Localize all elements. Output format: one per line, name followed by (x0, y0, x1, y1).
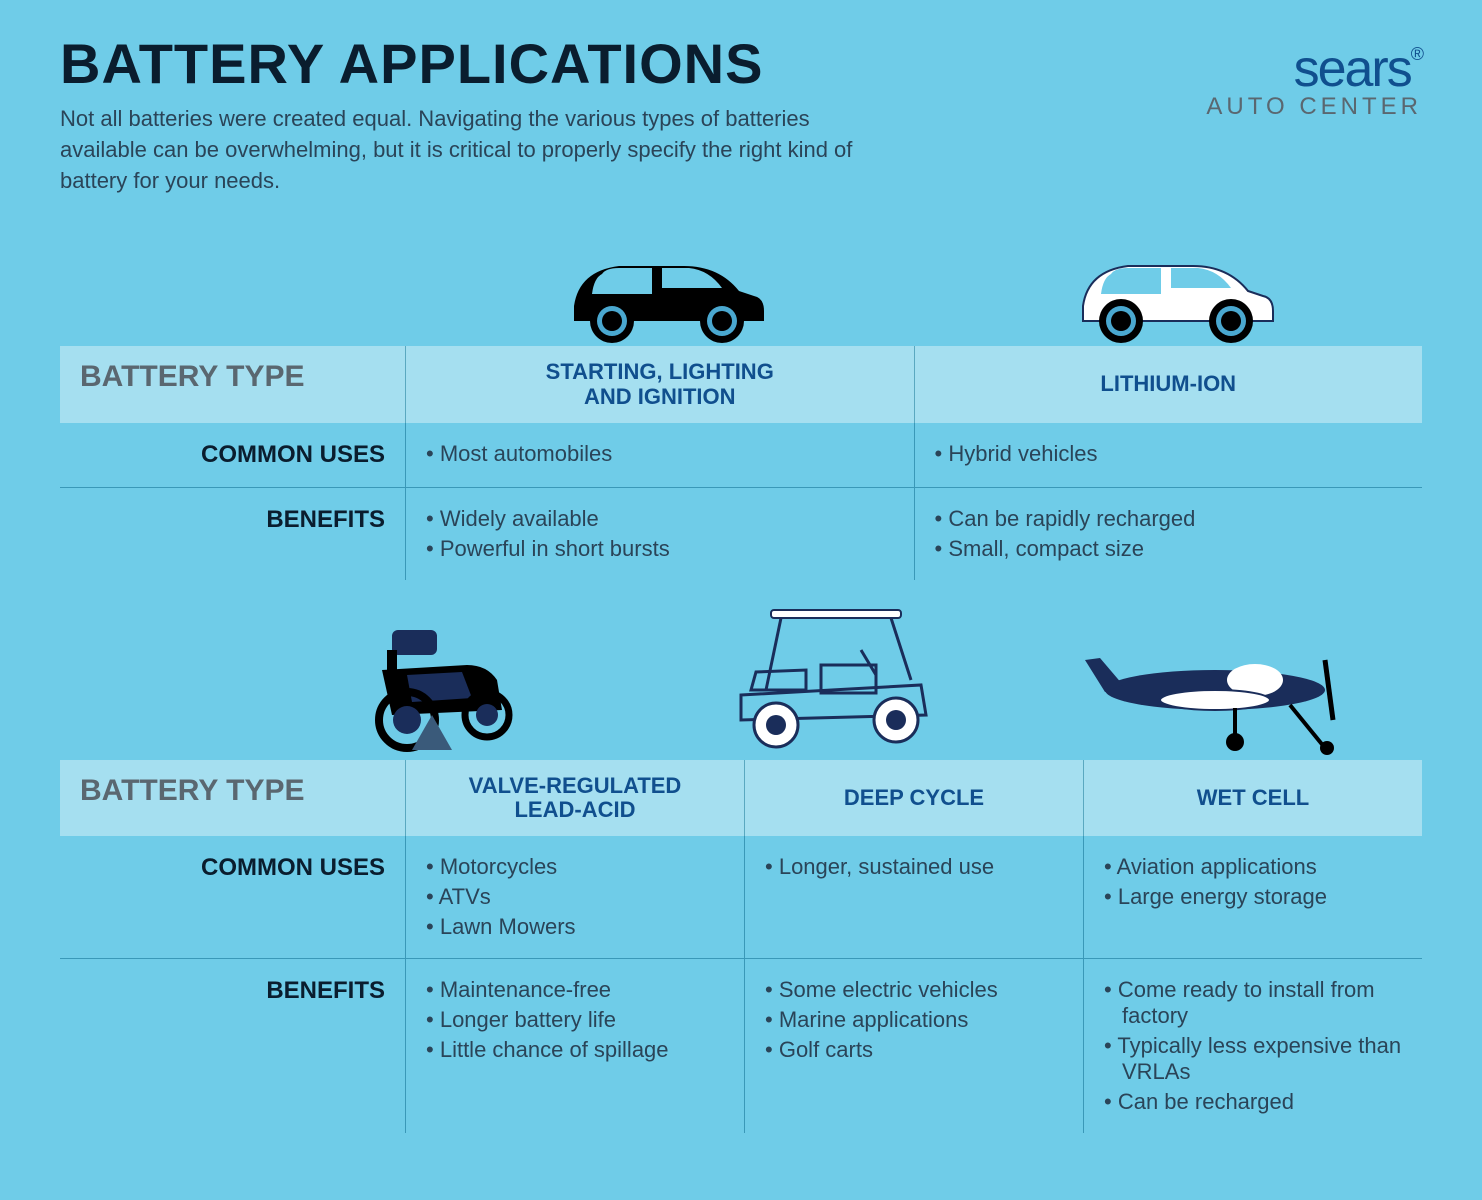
logo-sub: AUTO CENTER (1206, 93, 1422, 121)
benefits-wet-cell: Come ready to install from factoryTypica… (1083, 959, 1422, 1133)
header-left: BATTERY APPLICATIONS Not all batteries w… (60, 36, 880, 196)
uses-row-2: COMMON USES Motorcycles ATVs Lawn Mowers L… (60, 836, 1422, 959)
common-uses-label: COMMON USES (60, 423, 405, 487)
mower-icon (240, 610, 634, 760)
page-subtitle: Not all batteries were created equal. Na… (60, 104, 880, 196)
type-wet-cell: WET CELL (1083, 760, 1422, 836)
list-item: Maintenance-free (426, 977, 724, 1003)
section-1-table: BATTERY TYPE STARTING, LIGHTING AND IGNI… (60, 346, 1422, 579)
illustrations-row-1 (60, 226, 1422, 346)
list-item: Golf carts (765, 1037, 1063, 1063)
uses-vrla: Motorcycles ATVs Lawn Mowers (405, 836, 744, 958)
list-item: ATVs (426, 884, 724, 910)
brand-logo: sears® AUTO CENTER (1206, 36, 1422, 121)
type-row-1: BATTERY TYPE STARTING, LIGHTING AND IGNI… (60, 346, 1422, 422)
list-item: Motorcycles (426, 854, 724, 880)
list-item: Lawn Mowers (426, 914, 724, 940)
list-item: Hybrid vehicles (935, 441, 1403, 467)
uses-sli: Most automobiles (405, 423, 914, 487)
list-item: Powerful in short bursts (426, 536, 894, 562)
battery-type-label-2: BATTERY TYPE (60, 760, 405, 836)
benefits-row-2: BENEFITS Maintenance-free Longer battery … (60, 959, 1422, 1133)
battery-type-label: BATTERY TYPE (60, 346, 405, 422)
page-title: BATTERY APPLICATIONS (60, 36, 880, 92)
common-uses-label-2: COMMON USES (60, 836, 405, 958)
list-item: Small, compact size (935, 536, 1403, 562)
list-item: Longer, sustained use (765, 854, 1063, 880)
list-item: Longer battery life (426, 1007, 724, 1033)
list-item: Marine applications (765, 1007, 1063, 1033)
illustrations-row-2 (60, 600, 1422, 760)
list-item: Aviation applications (1104, 854, 1402, 880)
type-row-2: BATTERY TYPE VALVE-REGULATED LEAD-ACID D… (60, 760, 1422, 836)
list-item: Come ready to install from factory (1104, 977, 1402, 1029)
car-black-icon (405, 236, 914, 346)
list-item: Can be recharged (1104, 1089, 1402, 1115)
list-item: Typically less expensive than VRLAs (1104, 1033, 1402, 1085)
type-deep-cycle: DEEP CYCLE (744, 760, 1083, 836)
type-lithium: LITHIUM-ION (914, 346, 1423, 422)
benefits-row-1: BENEFITS Widely available Powerful in sho… (60, 488, 1422, 580)
uses-lithium: Hybrid vehicles (914, 423, 1423, 487)
plane-icon (1028, 630, 1422, 760)
header: BATTERY APPLICATIONS Not all batteries w… (60, 36, 1422, 196)
benefits-sli: Widely available Powerful in short bursts (405, 488, 914, 580)
benefits-lithium: Can be rapidly recharged Small, compact s… (914, 488, 1423, 580)
logo-main: sears® (1206, 46, 1422, 93)
list-item: Widely available (426, 506, 894, 532)
car-white-icon (914, 236, 1423, 346)
list-item: Some electric vehicles (765, 977, 1063, 1003)
type-sli: STARTING, LIGHTING AND IGNITION (405, 346, 914, 422)
list-item: Most automobiles (426, 441, 894, 467)
uses-wet-cell: Aviation applications Large energy storag… (1083, 836, 1422, 958)
uses-deep-cycle: Longer, sustained use (744, 836, 1083, 958)
uses-row-1: COMMON USES Most automobiles Hybrid vehi… (60, 423, 1422, 488)
list-item: Large energy storage (1104, 884, 1402, 910)
section-2-table: BATTERY TYPE VALVE-REGULATED LEAD-ACID D… (60, 760, 1422, 1133)
benefits-label-2: BENEFITS (60, 959, 405, 1133)
list-item: Can be rapidly recharged (935, 506, 1403, 532)
list-item: Little chance of spillage (426, 1037, 724, 1063)
benefits-vrla: Maintenance-free Longer battery life Littl… (405, 959, 744, 1133)
benefits-deep-cycle: Some electric vehicles Marine application… (744, 959, 1083, 1133)
benefits-label: BENEFITS (60, 488, 405, 580)
type-vrla: VALVE-REGULATED LEAD-ACID (405, 760, 744, 836)
golf-cart-icon (634, 600, 1028, 760)
